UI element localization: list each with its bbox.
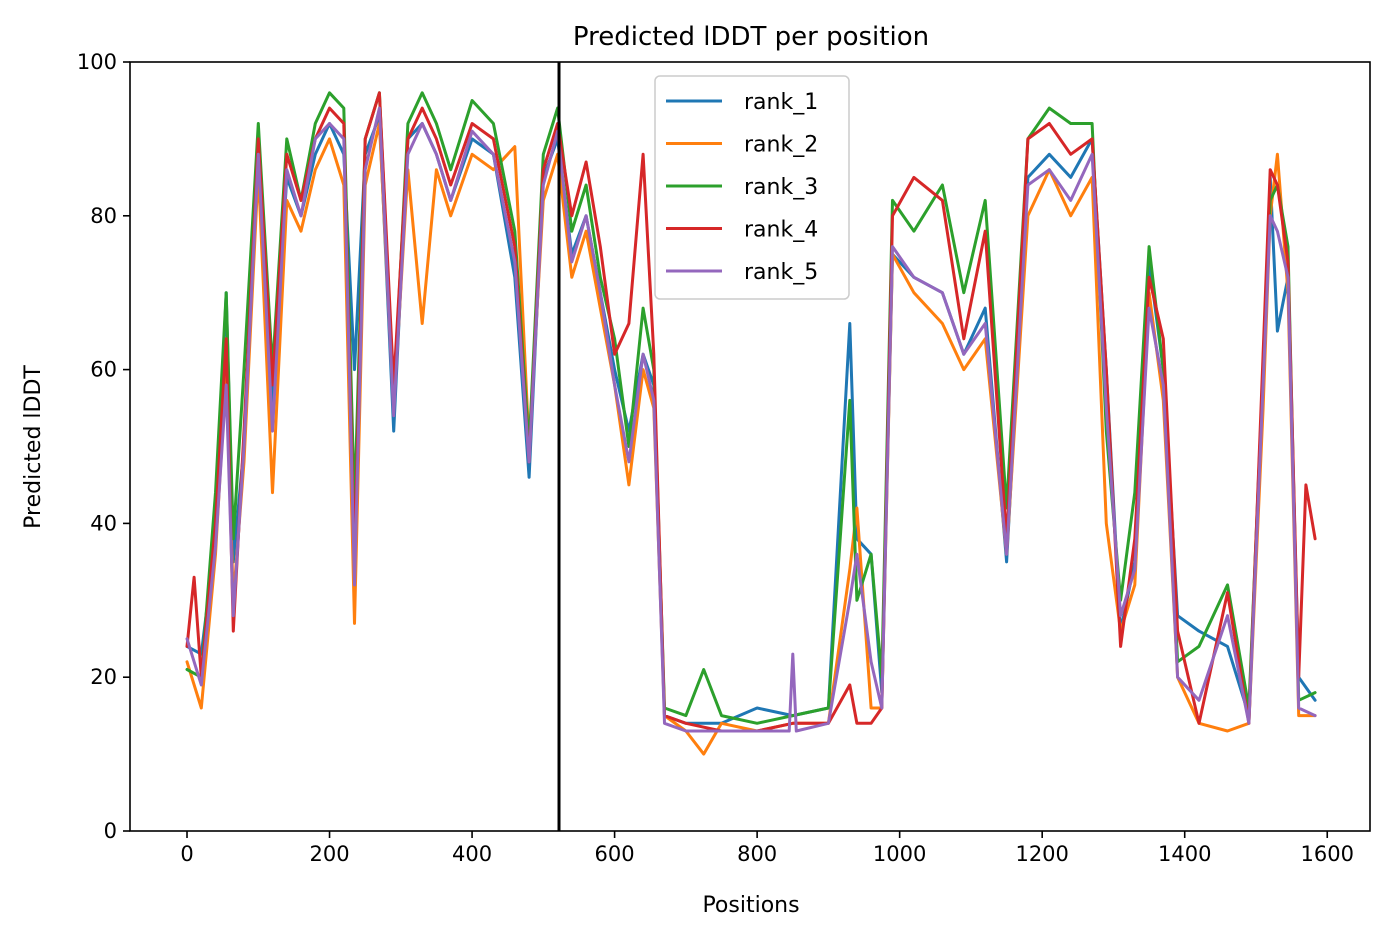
chart-title: Predicted lDDT per position: [573, 22, 929, 52]
y-tick-label: 100: [77, 50, 117, 74]
series-layer: [185, 91, 1317, 756]
legend-box: [654, 75, 850, 300]
y-tick-label: 60: [90, 358, 117, 382]
x-tick-label: 1600: [1301, 842, 1354, 866]
x-tick-label: 1400: [1158, 842, 1211, 866]
series-line-rank_3: [185, 91, 1317, 725]
legend-label-rank_2: rank_2: [744, 133, 818, 158]
plot-frame: [129, 61, 1371, 832]
x-tick-label: 400: [452, 842, 492, 866]
x-axis-title: Positions: [702, 893, 799, 918]
legend-label-rank_4: rank_4: [744, 218, 818, 243]
y-tick-label: 80: [90, 204, 117, 228]
y-axis: 0 20 40 60 80 100: [77, 50, 130, 843]
legend-label-rank_1: rank_1: [744, 90, 818, 115]
x-axis: 0 200 400 600 800 1000 1200 1400 1600: [180, 831, 1354, 866]
x-tick-label: 0: [180, 842, 193, 866]
legend-label-rank_5: rank_5: [744, 260, 818, 285]
legend: rank_1 rank_2 rank_3 rank_4 rank_5: [654, 75, 850, 300]
y-tick-label: 40: [90, 511, 117, 535]
x-tick-label: 1000: [873, 842, 926, 866]
y-tick-label: 0: [104, 819, 117, 843]
x-tick-label: 200: [309, 842, 349, 866]
x-tick-label: 800: [737, 842, 777, 866]
legend-label-rank_3: rank_3: [744, 175, 818, 200]
series-line-rank_5: [185, 106, 1317, 733]
y-tick-label: 20: [90, 665, 117, 689]
x-tick-label: 1200: [1015, 842, 1068, 866]
y-axis-title: Predicted lDDT: [21, 365, 46, 529]
x-tick-label: 600: [595, 842, 635, 866]
